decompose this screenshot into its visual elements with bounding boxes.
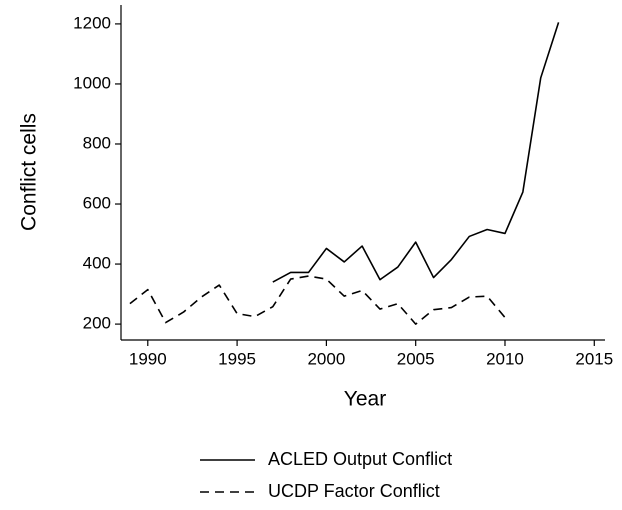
- y-tick-label: 1200: [73, 13, 111, 32]
- x-tick-label: 2010: [486, 349, 524, 368]
- y-tick-label: 400: [83, 254, 111, 273]
- x-tick-label: 2005: [397, 349, 435, 368]
- x-axis-title: Year: [344, 388, 386, 411]
- y-axis-title: Conflict cells: [18, 113, 41, 231]
- y-tick-label: 800: [83, 133, 111, 152]
- x-tick-label: 1995: [218, 349, 256, 368]
- series-line: [129, 275, 506, 325]
- legend-label: ACLED Output Conflict: [268, 449, 452, 469]
- x-tick-label: 1990: [129, 349, 167, 368]
- y-tick-label: 1000: [73, 73, 111, 92]
- y-tick-label: 200: [83, 314, 111, 333]
- x-tick-label: 2000: [307, 349, 345, 368]
- series-line: [272, 22, 560, 283]
- y-tick-label: 600: [83, 194, 111, 213]
- legend-label: UCDP Factor Conflict: [268, 481, 440, 501]
- x-tick-label: 2015: [575, 349, 613, 368]
